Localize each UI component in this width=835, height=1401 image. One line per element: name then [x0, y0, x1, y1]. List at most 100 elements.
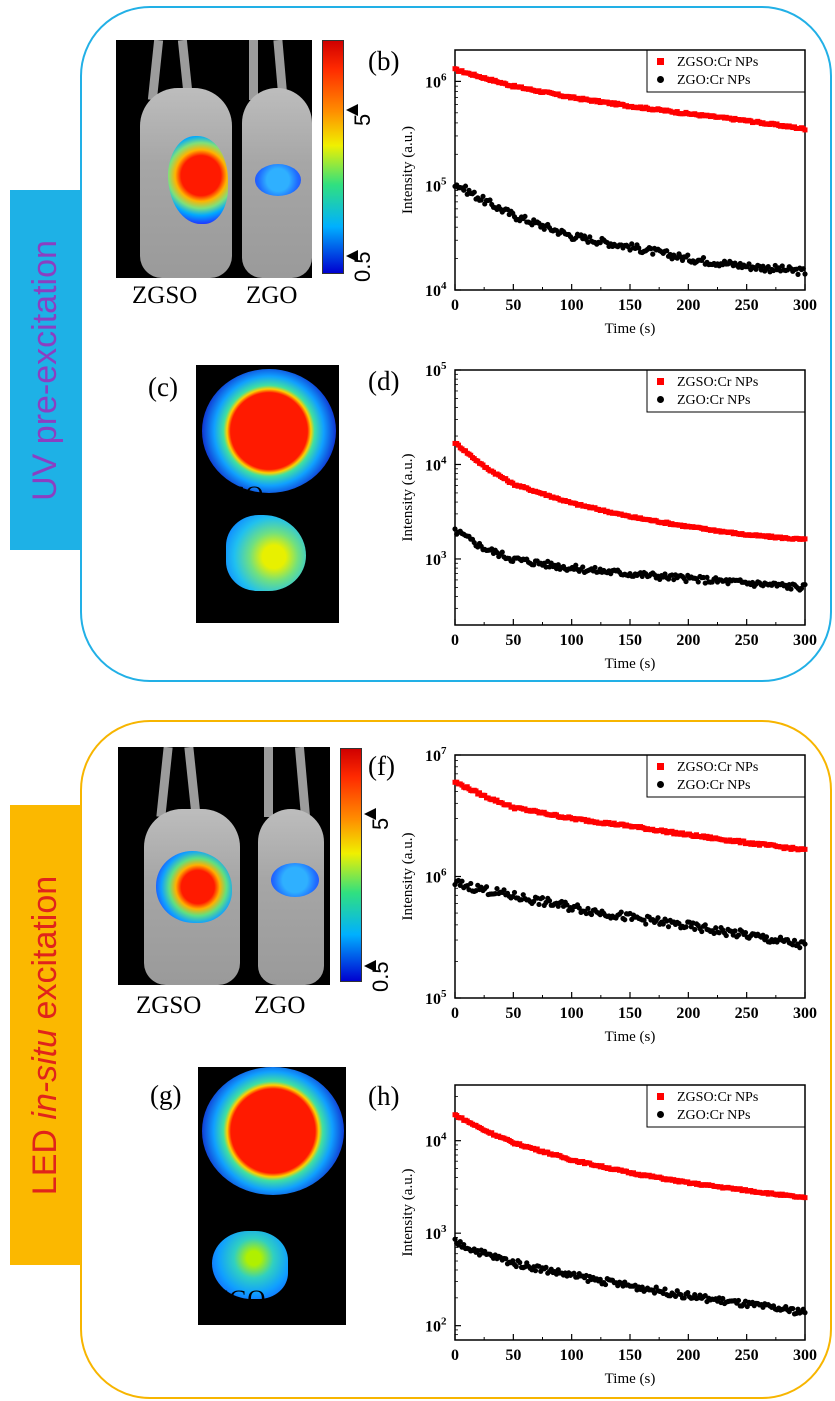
data-point-zgo [483, 884, 490, 890]
legend-marker-0 [657, 763, 664, 770]
data-point-zgo [700, 255, 707, 261]
data-point-zgo [763, 934, 770, 940]
data-point-zgo [692, 1291, 698, 1298]
x-tick-label: 250 [735, 1005, 759, 1022]
series-zgo [452, 526, 808, 593]
panel-a-image [116, 40, 312, 278]
data-point-zgo [655, 915, 661, 921]
data-point-zgo [788, 586, 794, 592]
data-point-zgo [800, 266, 806, 272]
data-point-zgso [669, 828, 675, 834]
data-point-zgo [665, 924, 672, 930]
y-tick-label: 104 [425, 454, 447, 474]
data-point-zgo [779, 263, 785, 269]
uv-side-label: UV pre-excitation [10, 190, 81, 550]
data-point-zgo [765, 263, 771, 270]
uv-group-frame [80, 6, 832, 682]
legend-marker-0 [657, 1093, 664, 1100]
chart-d: (d) 0 50 100 150 200 250 300 103 104 105 Time (s) In… [368, 360, 817, 672]
series-zgo [452, 877, 808, 951]
data-point-zgo [683, 578, 689, 585]
data-point-zgso [473, 788, 479, 794]
data-point-zgo [499, 549, 505, 555]
x-tick-label: 50 [505, 632, 521, 649]
data-point-zgo [513, 1263, 519, 1270]
legend-label-0: ZGSO:Cr NPs [677, 1090, 758, 1105]
y-tick-label: 104 [425, 1131, 447, 1151]
panel-g-caption-zgso: ZGSO [212, 1192, 278, 1219]
data-point-zgo [797, 945, 803, 951]
data-point-zgo [546, 898, 553, 904]
data-point-zgo [664, 248, 670, 254]
panel-e-caption-zgo: ZGO [254, 992, 306, 1019]
data-point-zgo [735, 1297, 742, 1304]
x-tick-label: 300 [793, 297, 817, 314]
data-point-zgo [802, 581, 808, 588]
data-point-zgo [723, 932, 729, 939]
data-point-zgo [571, 1270, 577, 1276]
data-point-zgo [471, 189, 477, 195]
led-label-prefix: LED [26, 1119, 65, 1195]
data-point-zgo [641, 917, 647, 923]
series-zgso [452, 66, 808, 133]
y-tick-label: 103 [425, 549, 447, 569]
data-point-zgo [702, 922, 708, 928]
data-point-zgo [461, 187, 467, 193]
x-tick-label: 200 [676, 1347, 700, 1364]
data-point-zgo [699, 928, 705, 935]
x-tick-label: 100 [560, 1005, 584, 1022]
chart-b: (b) 0 50 100 150 200 250 300 104 105 106 Time (s) In… [368, 46, 817, 337]
data-point-zgso [456, 442, 461, 448]
legend-marker-1 [657, 781, 664, 788]
x-axis-label: Time (s) [605, 656, 656, 672]
mouse-tail [264, 747, 273, 817]
y-tick-label: 102 [425, 1316, 447, 1336]
data-point-zgo [683, 924, 689, 930]
mouse-zgo [258, 809, 324, 985]
data-point-zgo [459, 878, 465, 884]
x-tick-label: 300 [793, 632, 817, 649]
data-point-zgo [622, 917, 628, 923]
data-point-zgo [580, 564, 586, 570]
data-point-zgo [720, 1295, 726, 1302]
colorbar-pointer-icon [346, 104, 358, 116]
data-point-zgo [452, 1236, 458, 1242]
panel-c-caption-zgso: ZGSO [198, 482, 264, 509]
legend-label-1: ZGO:Cr NPs [677, 393, 751, 408]
x-tick-label: 100 [560, 632, 584, 649]
x-tick-label: 50 [505, 297, 521, 314]
x-tick-label: 50 [505, 1005, 521, 1022]
data-point-zgo [692, 926, 698, 933]
data-point-zgo [744, 1303, 750, 1310]
data-point-zgso [802, 536, 808, 542]
panel-e-letter: (e) [120, 746, 150, 776]
y-tick-label: 106 [425, 867, 447, 887]
data-point-zgso [477, 790, 482, 796]
chart-h: (h) 0 50 100 150 200 250 300 102 103 104 Time (s) In… [368, 1081, 817, 1387]
x-axis-label: Time (s) [605, 1371, 656, 1387]
data-point-zgo [643, 921, 649, 927]
x-tick-label: 150 [618, 1005, 642, 1022]
data-point-zgso [741, 838, 747, 844]
panel-c-image [196, 365, 339, 623]
data-point-zgso [802, 1195, 808, 1201]
data-point-zgo [790, 1305, 796, 1312]
data-point-zgo [532, 1268, 539, 1274]
x-tick-label: 0 [451, 1005, 459, 1022]
y-tick-label: 105 [425, 360, 447, 380]
data-point-zgo [543, 1264, 549, 1270]
chart-f: (f) 0 50 100 150 200 250 300 105 106 107 Time (s) In… [368, 745, 817, 1045]
data-point-zgo [732, 928, 738, 934]
legend-label-0: ZGSO:Cr NPs [677, 375, 758, 390]
panel-letter-b: (b) [368, 46, 399, 76]
x-tick-label: 250 [735, 632, 759, 649]
panel-g-caption-zgo: ZGO [214, 1286, 266, 1313]
x-tick-label: 250 [735, 1347, 759, 1364]
x-tick-label: 150 [618, 632, 642, 649]
x-tick-label: 100 [560, 297, 584, 314]
y-axis-label: Intensity (a.u.) [400, 454, 416, 542]
series-zgo [452, 1236, 808, 1317]
panel-letter-f: (f) [368, 751, 395, 781]
panel-c-letter: (c) [148, 372, 178, 402]
data-point-zgo [462, 183, 469, 189]
